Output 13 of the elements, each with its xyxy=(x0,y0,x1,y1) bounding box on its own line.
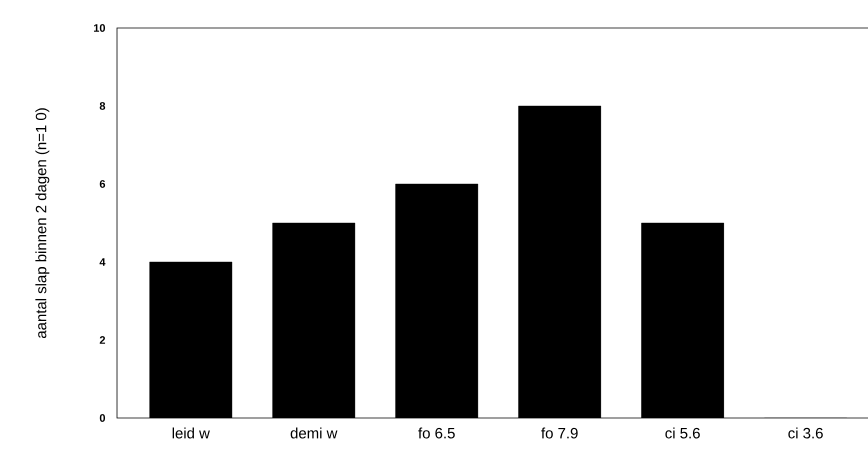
y-tick-label: 2 xyxy=(100,336,106,344)
y-tick-label: 6 xyxy=(100,180,106,188)
y-tick-label: 8 xyxy=(100,102,106,110)
y-tick-label: 0 xyxy=(100,414,106,422)
x-tick-label: leid w xyxy=(172,428,210,438)
x-tick-label: ci 3.6 xyxy=(788,428,823,438)
x-tick-label: fo 7.9 xyxy=(541,428,578,438)
x-tick-label: ci 5.6 xyxy=(665,428,700,438)
y-tick-label: 10 xyxy=(94,24,106,32)
y-axis-title: aantal slap binnen 2 dagen (n=1 0) xyxy=(35,108,50,338)
x-tick-label: fo 6.5 xyxy=(418,428,455,438)
x-tick-label: demi w xyxy=(290,428,338,438)
y-tick-label: 4 xyxy=(100,258,106,266)
